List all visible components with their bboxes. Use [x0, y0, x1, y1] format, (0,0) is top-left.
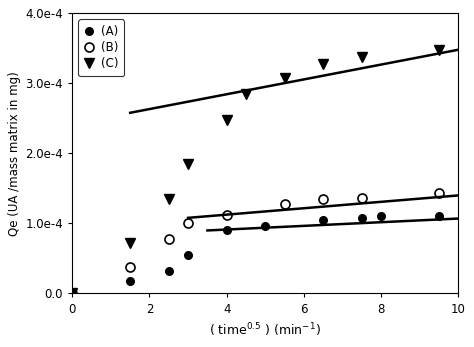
(C) — [320, 62, 326, 66]
(A) — [185, 253, 191, 257]
(A) — [263, 223, 268, 228]
(A) — [359, 216, 365, 220]
Line: (A): (A) — [68, 213, 443, 297]
(A) — [378, 214, 384, 219]
(A) — [224, 228, 229, 232]
(B) — [166, 237, 172, 241]
(B) — [320, 197, 326, 201]
Y-axis label: Qe (UA /mass matrix in mg): Qe (UA /mass matrix in mg) — [9, 71, 21, 236]
Line: (B): (B) — [68, 189, 444, 298]
(C) — [166, 197, 172, 201]
(B) — [436, 191, 442, 195]
(A) — [128, 279, 133, 283]
(A) — [436, 214, 442, 219]
(C) — [282, 76, 287, 80]
(C) — [185, 162, 191, 166]
(C) — [243, 92, 249, 96]
(B) — [224, 213, 229, 217]
(C) — [359, 55, 365, 59]
X-axis label: ( time$^{0.5}$ ) (min$^{-1}$): ( time$^{0.5}$ ) (min$^{-1}$) — [210, 321, 321, 339]
Legend: (A), (B), (C): (A), (B), (C) — [78, 19, 124, 76]
(A) — [166, 269, 172, 273]
(A) — [320, 218, 326, 222]
(B) — [185, 221, 191, 226]
(A) — [69, 291, 75, 296]
(B) — [282, 202, 287, 206]
(C) — [224, 118, 229, 122]
Line: (C): (C) — [67, 45, 444, 298]
(C) — [128, 241, 133, 245]
(B) — [359, 195, 365, 200]
(C) — [436, 48, 442, 52]
(C) — [69, 291, 75, 296]
(B) — [69, 291, 75, 296]
(B) — [128, 265, 133, 269]
